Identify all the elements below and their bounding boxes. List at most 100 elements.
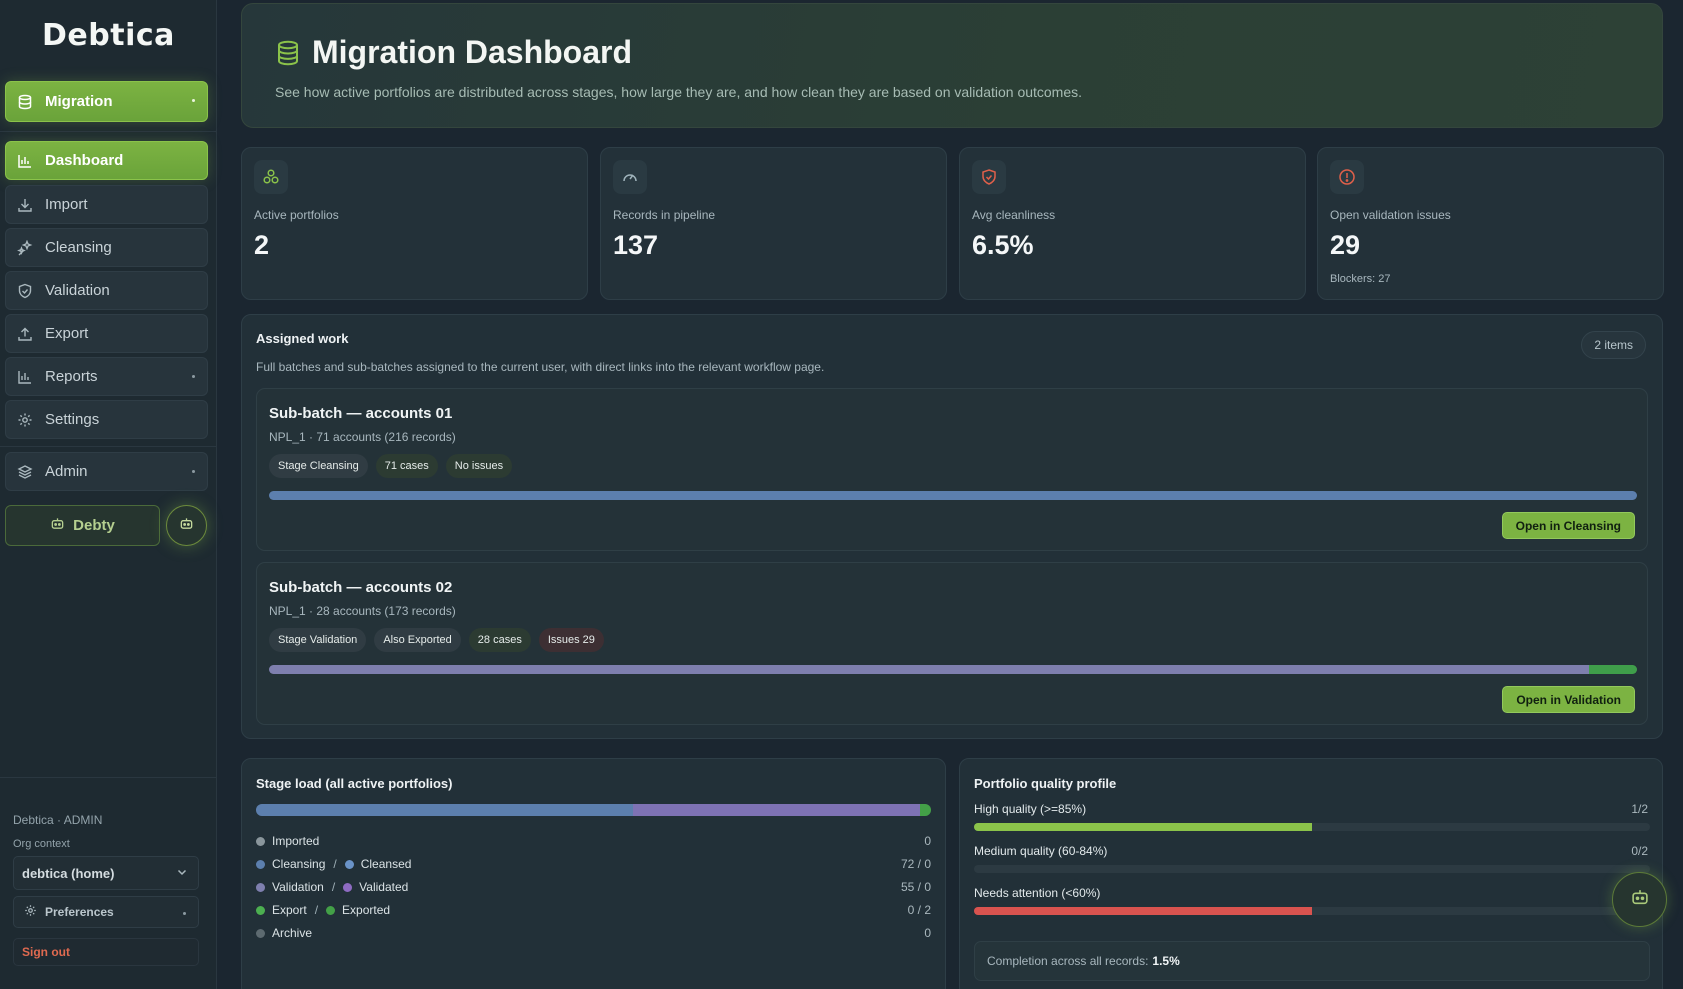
progress-segment-validation <box>269 665 1590 674</box>
database-icon <box>276 40 300 71</box>
legend-dot <box>256 836 265 846</box>
legend-value: 72 / 0 <box>900 857 931 871</box>
blockers-note: Blockers: 27 <box>1330 273 1391 285</box>
batch-title: Sub-batch — accounts 02 <box>269 579 453 596</box>
debty-button[interactable]: Debty <box>5 505 160 546</box>
layers-icon <box>17 464 33 480</box>
batch-card: Sub-batch — accounts 01 NPL_1 · 71 accou… <box>256 388 1648 551</box>
quality-profile-panel: Portfolio quality profile High quality (… <box>959 758 1663 989</box>
sidebar-item-dashboard[interactable]: Dashboard <box>5 141 208 180</box>
stat-value: 29 <box>1330 230 1361 260</box>
floating-assistant-button[interactable] <box>1612 872 1667 927</box>
stage-legend-row: Cleansing / Cleansed 72 / 0 <box>256 854 931 874</box>
legend-separator: / <box>333 857 337 871</box>
open-in-cleansing-button[interactable]: Open in Cleansing <box>1501 512 1635 539</box>
stat-value: 137 <box>613 230 659 260</box>
legend-separator: / <box>314 903 319 917</box>
section-migration-label: Migration <box>45 93 113 110</box>
gear-icon <box>17 412 33 428</box>
gauge-icon <box>613 160 647 194</box>
sidebar-item-label: Admin <box>45 463 88 480</box>
stage-load-panel: Stage load (all active portfolios) Impor… <box>241 758 946 989</box>
expand-dot-icon <box>183 912 186 915</box>
legend-dot <box>256 905 265 915</box>
assigned-work-panel: Assigned work Full batches and sub-batch… <box>241 314 1663 739</box>
stage-legend-row: Validation / Validated 55 / 0 <box>256 877 931 897</box>
quality-row-label: High quality (>=85%) <box>974 802 1087 816</box>
section-migration-button[interactable]: Migration <box>5 81 208 122</box>
legend-separator: / <box>331 880 336 894</box>
stage-segment-cleansing <box>256 804 633 816</box>
bar-chart-icon <box>17 153 33 169</box>
section-title: Portfolio quality profile <box>974 776 1117 791</box>
stage-segment-validation <box>632 804 921 816</box>
issues-chip: No issues <box>445 454 513 478</box>
divider <box>0 446 217 447</box>
stat-card-validation-issues: Open validation issues 29 Blockers: 27 <box>1317 147 1664 300</box>
sidebar-item-label: Dashboard <box>45 152 124 169</box>
batch-progress-bar <box>269 491 1637 500</box>
expand-dot-icon <box>192 99 195 102</box>
stage-chip: Stage Validation <box>269 628 367 652</box>
legend-dot <box>256 859 265 869</box>
sidebar-item-label: Reports <box>45 368 98 385</box>
also-exported-chip: Also Exported <box>374 628 461 652</box>
open-in-validation-button[interactable]: Open in Validation <box>1502 686 1635 713</box>
sidebar-item-import[interactable]: Import <box>5 185 208 224</box>
upload-icon <box>17 326 33 342</box>
alert-icon <box>1330 160 1364 194</box>
batch-meta: NPL_1 · 71 accounts (216 records) <box>269 430 456 444</box>
app-logo: Debtica <box>42 18 175 53</box>
sidebar-item-validation[interactable]: Validation <box>5 271 208 310</box>
section-subtitle: Full batches and sub-batches assigned to… <box>256 360 825 374</box>
legend-label: Export <box>272 903 307 917</box>
bar-chart-icon <box>17 369 33 385</box>
database-icon <box>17 94 33 110</box>
stat-label: Records in pipeline <box>613 208 716 222</box>
progress-segment-cleansing <box>269 491 1637 500</box>
page-title: Migration Dashboard <box>312 34 633 70</box>
issues-chip: Issues 29 <box>538 628 604 652</box>
legend-value: 55 / 0 <box>900 880 931 894</box>
cases-chip: 71 cases <box>375 454 438 478</box>
legend-label: Cleansed <box>360 857 412 871</box>
sidebar-item-admin[interactable]: Admin <box>5 452 208 491</box>
expand-dot-icon <box>192 375 195 378</box>
batch-card: Sub-batch — accounts 02 NPL_1 · 28 accou… <box>256 562 1648 725</box>
chevron-down-icon <box>176 866 188 881</box>
sidebar-item-reports[interactable]: Reports <box>5 357 208 396</box>
legend-value: 0 / 2 <box>907 903 931 917</box>
quality-track <box>974 865 1650 873</box>
stage-legend-row: Archive 0 <box>256 923 931 943</box>
legend-label: Archive <box>272 926 313 940</box>
gear-icon <box>24 904 37 920</box>
sidebar-item-settings[interactable]: Settings <box>5 400 208 439</box>
sidebar-item-label: Export <box>45 325 89 342</box>
quality-row-label: Medium quality (60-84%) <box>974 844 1108 858</box>
legend-dot <box>256 928 265 938</box>
stat-card-records: Records in pipeline 137 <box>600 147 947 300</box>
sidebar-item-cleansing[interactable]: Cleansing <box>5 228 208 267</box>
batch-progress-bar <box>269 665 1637 674</box>
sign-out-button[interactable]: Sign out <box>13 938 199 966</box>
org-context-select[interactable]: debtica (home) <box>13 856 199 890</box>
debty-label: Debty <box>73 517 115 534</box>
page-header: Migration Dashboard See how active portf… <box>241 3 1663 128</box>
stage-legend-row: Imported 0 <box>256 831 931 851</box>
legend-dot <box>344 859 354 869</box>
robot-icon <box>1630 887 1650 912</box>
account-label: Debtica · ADMIN <box>13 813 103 827</box>
assistant-toggle-button[interactable] <box>166 505 207 546</box>
sidebar-item-export[interactable]: Export <box>5 314 208 353</box>
completion-summary: Completion across all records: 1.5% <box>974 941 1650 981</box>
stage-segment-export <box>920 804 931 816</box>
stat-card-active-portfolios: Active portfolios 2 <box>241 147 588 300</box>
robot-icon <box>50 516 65 535</box>
legend-dot <box>326 905 336 915</box>
quality-track <box>974 907 1650 915</box>
preferences-label: Preferences <box>45 905 114 919</box>
expand-dot-icon <box>192 470 195 473</box>
section-title: Assigned work <box>256 331 349 346</box>
completion-value: 1.5% <box>1152 954 1180 968</box>
preferences-button[interactable]: Preferences <box>13 896 199 928</box>
